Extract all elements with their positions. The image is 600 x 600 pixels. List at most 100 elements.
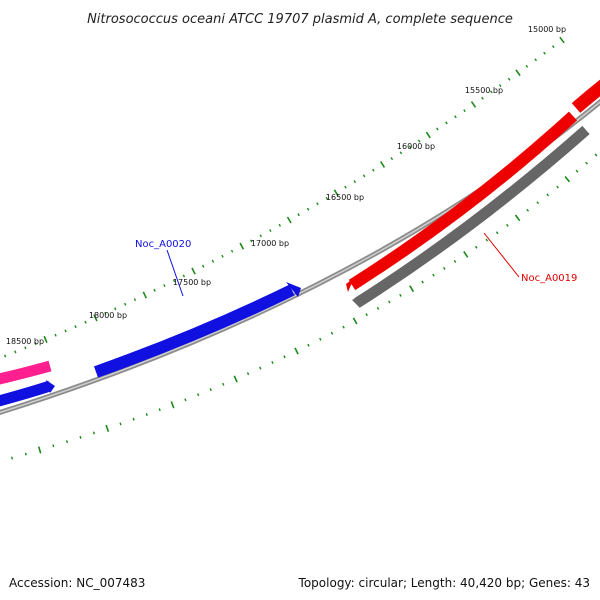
inner-ruler-tick bbox=[209, 388, 212, 392]
outer-ruler-tick bbox=[211, 259, 215, 263]
inner-ruler-tick bbox=[233, 375, 238, 383]
outer-ruler-tick bbox=[507, 77, 511, 81]
inner-ruler-tick bbox=[585, 161, 588, 165]
outer-ruler-tick bbox=[534, 58, 538, 62]
inner-ruler-tick bbox=[79, 435, 82, 439]
outer-ruler-tick bbox=[470, 101, 477, 108]
inner-ruler-tick bbox=[421, 280, 424, 284]
gene-arrow-grey-tip bbox=[352, 296, 360, 308]
tick-label: 16000 bp bbox=[397, 142, 435, 151]
inner-ruler-tick bbox=[453, 259, 457, 263]
sequence-backbone bbox=[0, 98, 600, 416]
inner-ruler-tick bbox=[92, 431, 95, 435]
leader-line-noc-a0019 bbox=[483, 232, 520, 278]
outer-ruler-tick bbox=[525, 64, 529, 68]
outer-ruler-tick bbox=[353, 180, 357, 184]
inner-ruler-tick bbox=[37, 446, 42, 454]
gene-arrow-noc-a0020[interactable] bbox=[93, 284, 295, 378]
outer-ruler-tick bbox=[372, 168, 375, 172]
gene-arrow-noc-a0019[interactable] bbox=[348, 111, 578, 291]
outer-ruler-tick bbox=[278, 223, 282, 227]
inner-ruler-tick bbox=[105, 424, 110, 433]
outer-ruler-tick bbox=[104, 311, 107, 315]
outer-ruler-tick bbox=[201, 264, 205, 268]
genome-summary: Topology: circular; Length: 40,420 bp; G… bbox=[298, 576, 590, 590]
inner-ruler-tick bbox=[330, 331, 334, 335]
outer-ruler-tick bbox=[172, 279, 176, 283]
inner-ruler-tick bbox=[145, 413, 148, 416]
outer-ruler-tick bbox=[182, 274, 186, 278]
inner-ruler-tick bbox=[342, 325, 345, 329]
outer-ruler-tick bbox=[490, 90, 493, 94]
inner-ruler-tick bbox=[222, 382, 225, 386]
outer-ruler-tick bbox=[417, 139, 421, 143]
outer-ruler-tick bbox=[445, 121, 448, 125]
outer-ruler-tick bbox=[463, 109, 466, 113]
outer-ruler-tick bbox=[114, 307, 117, 311]
outer-ruler-tick bbox=[230, 249, 234, 253]
outer-ruler-tick bbox=[297, 213, 300, 217]
outer-ruler-tick bbox=[559, 36, 565, 44]
outer-ruler-tick bbox=[286, 216, 292, 224]
outer-ruler-tick bbox=[54, 333, 57, 337]
gene-label-noc-a0019[interactable]: Noc_A0019 bbox=[521, 273, 577, 284]
tick-marks: 15000 bp 15500 bp 16000 bp 16500 bp 17000 bp… bbox=[4, 25, 598, 460]
inner-ruler-tick bbox=[485, 238, 489, 242]
inner-ruler-tick bbox=[246, 372, 250, 376]
map-title: Nitrosococcus oceani ATCC 19707 plasmid … bbox=[87, 12, 513, 27]
outer-ruler-tick bbox=[380, 161, 386, 168]
outer-ruler-tick bbox=[142, 291, 148, 299]
outer-ruler-tick bbox=[390, 157, 394, 161]
outer-ruler-tick bbox=[93, 314, 98, 322]
gene-label-noc-a0020[interactable]: Noc_A0020 bbox=[135, 239, 191, 250]
outer-ruler-tick bbox=[344, 185, 347, 189]
outer-ruler-tick bbox=[543, 51, 546, 55]
outer-ruler-tick bbox=[551, 45, 555, 49]
outer-ruler-tick bbox=[14, 350, 17, 354]
inner-ruler-tick bbox=[463, 251, 469, 258]
inner-ruler-tick bbox=[526, 208, 530, 212]
tick-label: 18500 bp bbox=[6, 337, 44, 346]
tick-label: 18000 bp bbox=[89, 311, 127, 320]
inner-ruler-tick bbox=[307, 343, 310, 347]
inner-ruler-tick bbox=[319, 337, 322, 341]
outer-ruler-tick bbox=[306, 207, 310, 211]
outer-ruler-tick bbox=[123, 302, 127, 306]
outer-ruler-tick bbox=[64, 329, 67, 333]
outer-ruler-tick bbox=[436, 127, 439, 131]
outer-ruler-tick bbox=[408, 145, 412, 149]
outer-ruler-tick bbox=[43, 335, 48, 344]
tick-label: 15000 bp bbox=[528, 25, 566, 34]
gene-arrow-grey[interactable] bbox=[354, 125, 590, 308]
inner-ruler-tick bbox=[443, 266, 446, 270]
outer-ruler-tick bbox=[325, 196, 329, 200]
outer-ruler-tick bbox=[163, 284, 166, 288]
inner-ruler-tick bbox=[546, 193, 550, 197]
outer-ruler-tick bbox=[239, 242, 245, 250]
inner-ruler-tick bbox=[594, 153, 598, 157]
tick-label: 17500 bp bbox=[173, 278, 211, 287]
inner-ruler-tick bbox=[474, 245, 478, 249]
accession-label: Accession: NC_007483 bbox=[9, 576, 146, 590]
inner-ruler-tick bbox=[387, 300, 391, 304]
inner-ruler-tick bbox=[158, 408, 161, 412]
outer-ruler-tick bbox=[153, 288, 156, 292]
outer-ruler-tick bbox=[84, 320, 87, 324]
inner-ruler-tick bbox=[432, 273, 435, 277]
inner-ruler-tick bbox=[24, 452, 27, 456]
inner-ruler-tick bbox=[495, 231, 499, 235]
gene-arrow-top-right-red[interactable] bbox=[571, 79, 600, 113]
inner-ruler-tick bbox=[365, 313, 368, 317]
inner-ruler-tick bbox=[575, 169, 579, 173]
inner-ruler-tick bbox=[514, 214, 521, 222]
inner-ruler-tick bbox=[283, 355, 286, 359]
inner-ruler-tick bbox=[170, 401, 175, 409]
gene-arrow-left-pink[interactable] bbox=[0, 360, 52, 385]
inner-ruler-tick bbox=[564, 175, 571, 183]
forward-features bbox=[0, 282, 301, 407]
outer-ruler-tick bbox=[515, 69, 521, 77]
tick-label: 15500 bp bbox=[465, 86, 503, 95]
inner-ruler-tick bbox=[506, 223, 509, 227]
gene-arrow-left-blue[interactable] bbox=[0, 380, 52, 407]
inner-ruler-tick bbox=[399, 293, 402, 297]
